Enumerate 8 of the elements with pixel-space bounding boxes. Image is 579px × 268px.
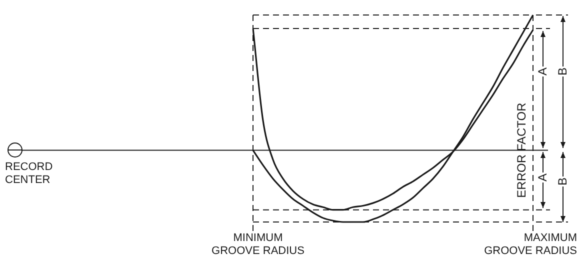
- y-axis-title: ERROR FACTOR: [514, 102, 528, 198]
- text: B: [556, 176, 570, 186]
- text: B: [556, 66, 570, 76]
- text: A: [536, 66, 550, 76]
- text: MINIMUM GROOVE RADIUS: [210, 232, 306, 258]
- text: A: [536, 172, 550, 182]
- text: RECORD CENTER: [5, 161, 54, 187]
- text: MAXIMUM GROOVE RADIUS: [483, 232, 577, 258]
